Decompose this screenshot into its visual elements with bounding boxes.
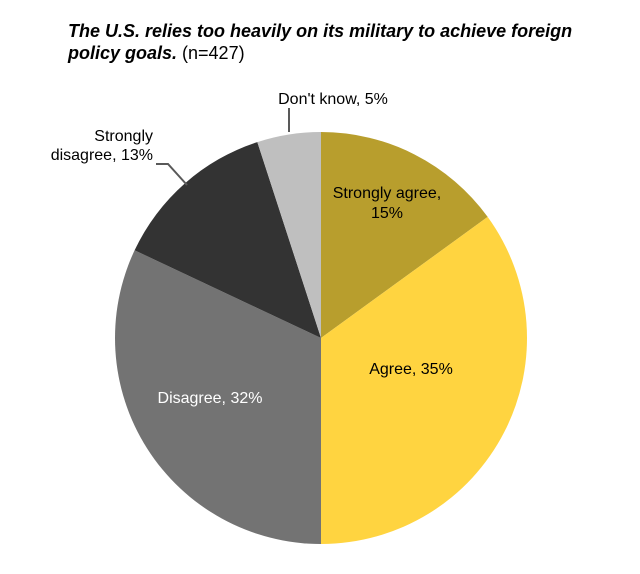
chart-title-statement: The U.S. relies too heavily on its milit… <box>68 21 573 63</box>
pie-slice-dont-know <box>257 132 321 338</box>
pie-slice-disagree <box>115 250 321 545</box>
label-agree: Agree, 35% <box>341 360 481 379</box>
label-strongly-agree: Strongly agree, 15% <box>317 184 457 224</box>
label-agree-text: Agree, 35% <box>369 361 453 378</box>
label-strongly-agree-line2: 15% <box>370 205 404 222</box>
pie-slice-strongly-agree <box>321 132 488 338</box>
label-disagree-text: Disagree, 32% <box>157 390 263 407</box>
pie-slices-group <box>115 132 527 545</box>
pie-slice-agree <box>321 216 527 545</box>
label-disagree: Disagree, 32% <box>140 389 280 408</box>
label-strongly-disagree-line2: disagree, 13% <box>50 147 153 164</box>
pie-slice-strongly-disagree <box>134 142 321 338</box>
label-dont-know-text: Don't know, 5% <box>278 91 388 108</box>
label-strongly-disagree-line1: Strongly <box>94 128 153 145</box>
chart-title-sample-size: (n=427) <box>182 43 245 63</box>
chart-title: The U.S. relies too heavily on its milit… <box>68 20 573 64</box>
label-dont-know: Don't know, 5% <box>253 90 413 109</box>
label-strongly-agree-line1: Strongly agree, <box>332 185 442 202</box>
label-strongly-disagree: Strongly disagree, 13% <box>38 127 153 165</box>
leader-line-strongly-disagree <box>156 163 188 186</box>
